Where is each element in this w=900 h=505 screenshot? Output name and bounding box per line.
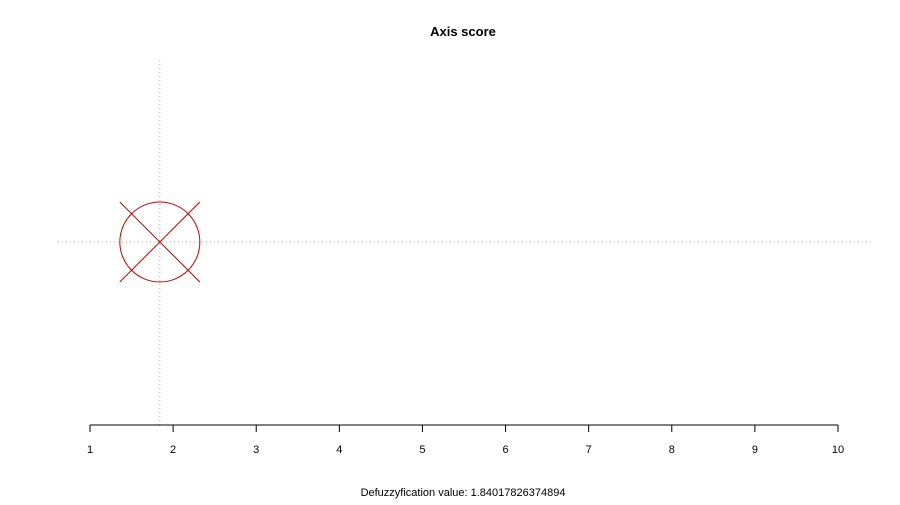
x-tick-label: 4 <box>336 444 342 456</box>
x-tick-label: 8 <box>669 444 675 456</box>
defuzzification-marker <box>119 201 201 283</box>
x-axis-label: Defuzzyfication value: 1.84017826374894 <box>361 487 566 499</box>
x-tick-label: 6 <box>502 444 508 456</box>
marker-circle <box>119 201 201 283</box>
chart-title: Axis score <box>430 24 496 39</box>
x-tick-label: 5 <box>419 444 425 456</box>
x-tick-label: 3 <box>253 444 259 456</box>
x-tick-label: 10 <box>832 444 844 456</box>
x-tick-label: 7 <box>586 444 592 456</box>
x-axis: 1 2 3 4 5 6 7 8 9 10 <box>87 424 844 456</box>
marker-cross-line <box>119 201 201 283</box>
x-tick-label: 2 <box>170 444 176 456</box>
x-tick-label: 1 <box>87 444 93 456</box>
x-tick-label: 9 <box>752 444 758 456</box>
